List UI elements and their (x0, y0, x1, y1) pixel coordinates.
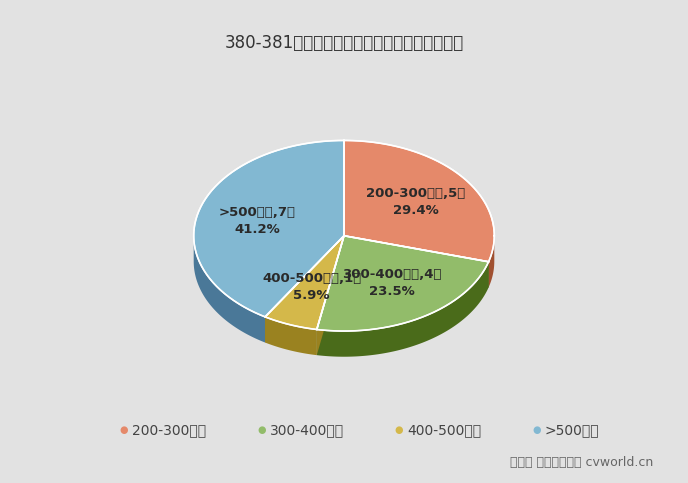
Text: 200-300马力,5款
29.4%: 200-300马力,5款 29.4% (366, 187, 466, 217)
Text: 200-300马力: 200-300马力 (132, 423, 206, 437)
Text: ●: ● (120, 425, 128, 435)
Polygon shape (265, 317, 316, 355)
Polygon shape (344, 141, 494, 262)
Polygon shape (265, 236, 344, 329)
Polygon shape (316, 262, 488, 357)
Text: 300-400马力,4款
23.5%: 300-400马力,4款 23.5% (342, 268, 441, 298)
Polygon shape (194, 141, 344, 317)
Text: 制图： 第一商用车网 cvworld.cn: 制图： 第一商用车网 cvworld.cn (510, 455, 654, 469)
Text: 300-400马力: 300-400马力 (270, 423, 344, 437)
Polygon shape (316, 236, 344, 355)
Polygon shape (265, 236, 344, 342)
Text: 400-500马力,1款
5.9%: 400-500马力,1款 5.9% (262, 272, 361, 302)
Polygon shape (344, 236, 488, 287)
Text: >500马力: >500马力 (545, 423, 599, 437)
Polygon shape (344, 236, 488, 287)
Text: 380-381批新车申报公示解放新产品马力段分布: 380-381批新车申报公示解放新产品马力段分布 (224, 34, 464, 52)
Text: ●: ● (257, 425, 266, 435)
Text: >500马力,7款
41.2%: >500马力,7款 41.2% (219, 206, 296, 236)
Polygon shape (316, 236, 344, 355)
Text: ●: ● (395, 425, 403, 435)
Polygon shape (316, 236, 488, 331)
Polygon shape (265, 236, 344, 342)
Text: ●: ● (533, 425, 541, 435)
Polygon shape (194, 236, 265, 342)
Text: 400-500马力: 400-500马力 (407, 423, 482, 437)
Polygon shape (488, 236, 494, 287)
